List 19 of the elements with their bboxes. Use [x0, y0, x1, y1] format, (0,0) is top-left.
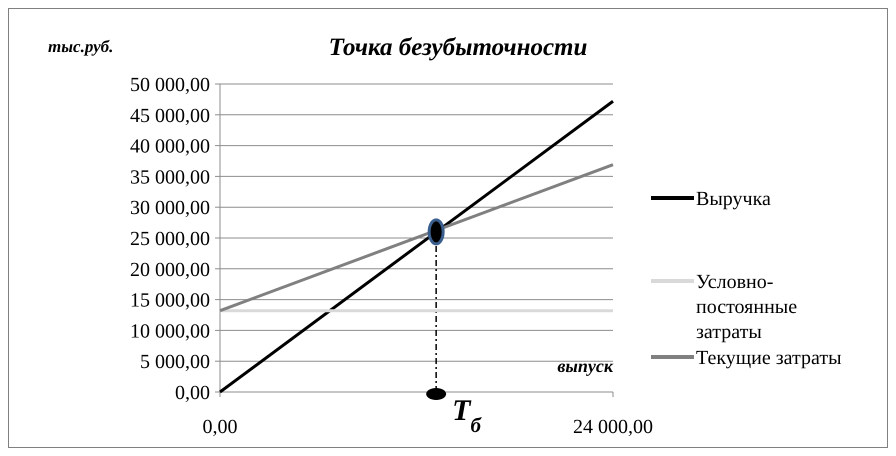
chart-title: Точка безубыточности	[328, 34, 588, 61]
y-tick-label: 10 000,00	[130, 320, 210, 342]
legend-label: Условно-постоянные затраты	[696, 271, 798, 343]
y-tick-label: 20 000,00	[130, 258, 210, 281]
annotation: T$_{б}$	[452, 394, 482, 437]
y-tick-label: 25 000,00	[130, 228, 210, 250]
y-tick-label: 40 000,00	[130, 136, 210, 158]
y-tick-label: 30 000,00	[130, 197, 210, 220]
y-axis-title: тыс.руб.	[48, 37, 114, 56]
legend-label: Текущие затраты	[696, 347, 842, 369]
y-tick-label: 0,00	[175, 382, 210, 404]
y-tick-label: 45 000,00	[130, 104, 210, 127]
legend-label: Выручка	[696, 188, 771, 210]
y-tick-label: 35 000,00	[130, 166, 210, 188]
y-tick-label: 5 000,00	[140, 351, 210, 374]
x-tick-label: 24 000,00	[573, 416, 653, 438]
y-tick-label: 50 000,00	[130, 74, 210, 96]
y-tick-label: 15 000,00	[130, 290, 210, 312]
x-axis-title: выпуск	[557, 356, 614, 376]
